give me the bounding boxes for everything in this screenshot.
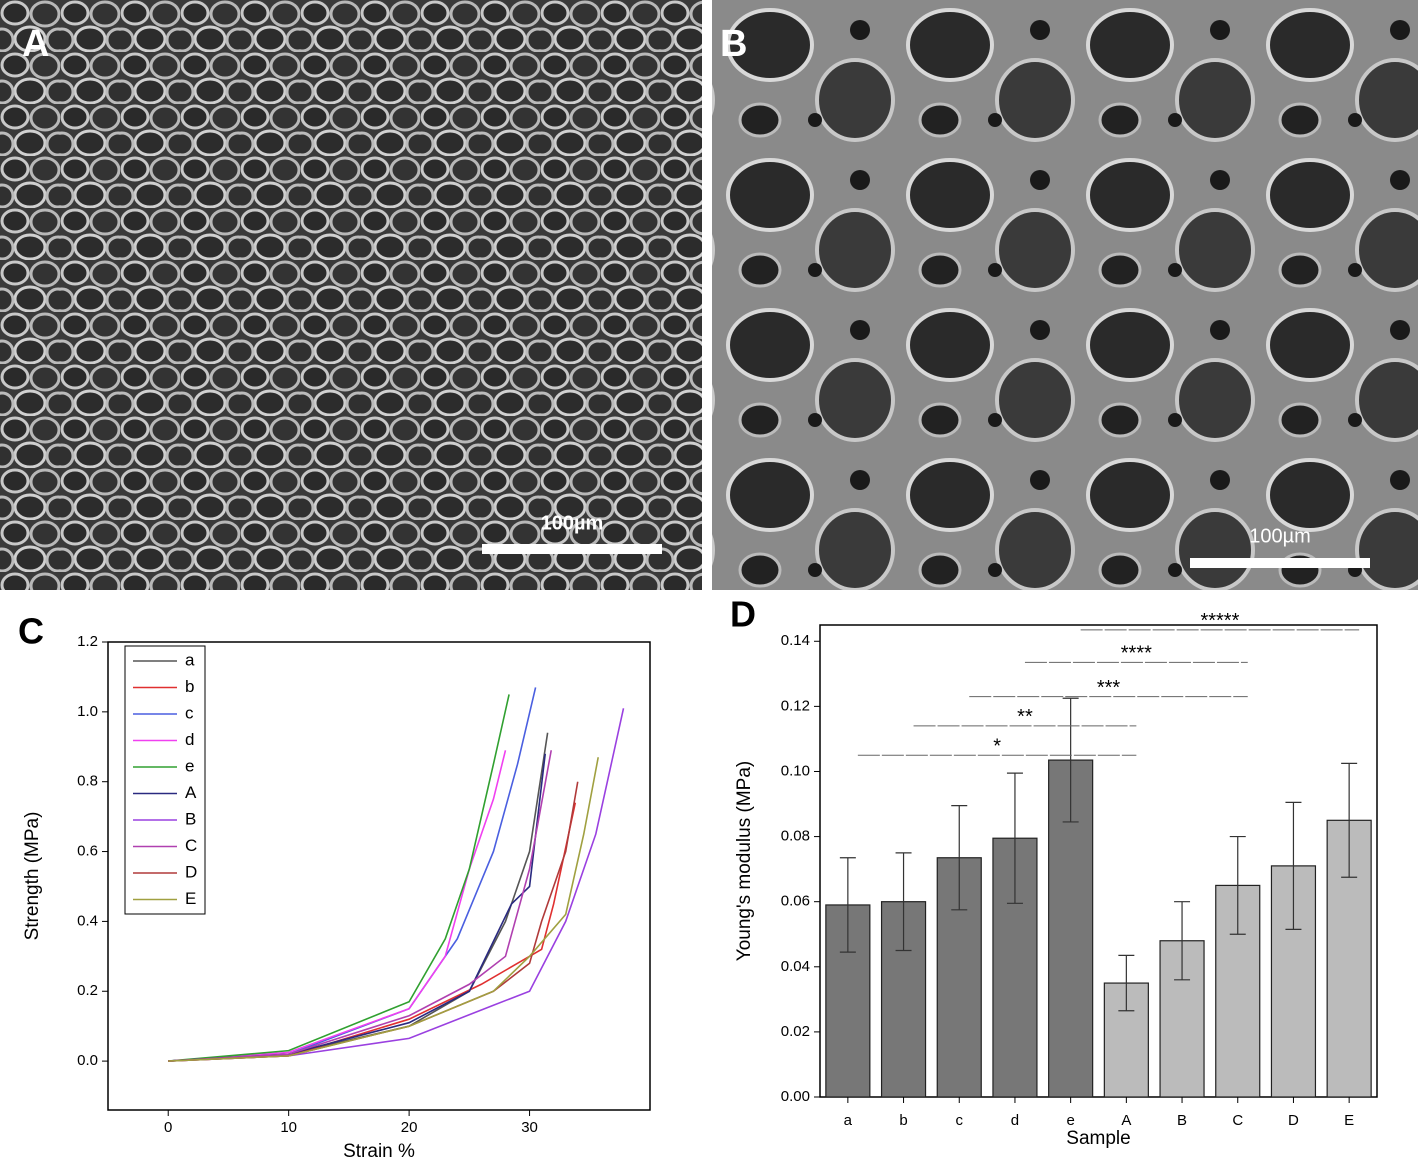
legend-label: C [185,836,197,855]
y-tick-label: 0.12 [781,697,810,714]
y-tick-label: 0.8 [77,773,98,790]
y-tick-label: 0.0 [77,1052,98,1069]
scale-bar [482,544,662,554]
error-bar [1174,901,1191,981]
y-tick-label: 0.06 [781,893,810,910]
sem-image-b [712,0,1418,590]
y-tick-label: 0.2 [77,982,98,999]
error-bar [1118,954,1135,1012]
line-series [168,802,577,1062]
y-tick-label: 0.00 [781,1088,810,1105]
x-axis-label: Sample [1066,1128,1130,1149]
error-bar [1006,772,1023,904]
x-tick-label: 10 [280,1119,297,1136]
line-series [168,732,549,1062]
legend-label: e [185,756,194,775]
legend-label: c [185,703,194,722]
error-bar [1062,697,1079,823]
y-tick-label: 0.4 [77,912,98,929]
line-series [168,757,599,1062]
scale-bar-label: 100µm [541,512,604,534]
error-bar [1285,801,1302,930]
y-tick-label: 0.02 [781,1023,810,1040]
x-tick-label: A [1121,1112,1131,1129]
significance-label: ***** [1200,610,1239,632]
x-tick-label: B [1177,1112,1187,1129]
sem-image-a [0,0,702,590]
x-tick-label: a [844,1112,853,1129]
panel-label: B [720,23,747,65]
plot-frame [107,641,651,1111]
legend-label: a [185,650,195,669]
x-tick-label: 0 [164,1119,172,1136]
legend-box [124,645,206,915]
panel-label: C [18,611,44,652]
x-tick-label: b [899,1112,907,1129]
scale-bar-label: 100µm [1249,525,1311,547]
error-bar [895,852,912,952]
error-bar [951,805,968,911]
significance-label: * [993,735,1001,757]
x-tick-label: d [1011,1112,1019,1129]
legend-label: E [185,889,196,908]
y-axis-label: Young's modulus (MPa) [734,761,755,961]
y-tick-label: 1.0 [77,703,98,720]
line-series [168,750,507,1062]
line-series [168,687,537,1062]
legend-label: d [185,730,194,749]
x-tick-label: C [1232,1112,1243,1129]
plot-frame [819,624,1378,1098]
y-tick-label: 0.6 [77,843,98,860]
legend-label: b [185,677,194,696]
y-tick-label: 0.10 [781,762,810,779]
error-bar [839,857,856,953]
y-tick-label: 1.2 [77,633,98,650]
x-tick-label: e [1066,1112,1074,1129]
significance-label: *** [1097,677,1121,699]
line-series [168,750,553,1062]
legend-label: A [185,783,197,802]
x-tick-label: 20 [401,1119,418,1136]
scale-bar [1190,558,1370,568]
y-tick-label: 0.04 [781,958,810,975]
y-tick-label: 0.14 [781,632,810,649]
legend-label: B [185,809,196,828]
line-series [168,694,510,1062]
significance-label: **** [1121,643,1152,665]
y-tick-label: 0.08 [781,828,810,845]
y-axis-label: Strength (MPa) [22,812,43,941]
line-series [168,753,547,1062]
x-tick-label: E [1344,1112,1354,1129]
panel-label: A [22,23,49,65]
legend-label: D [185,862,197,881]
line-series [168,708,625,1062]
line-series [168,781,579,1062]
significance-label: ** [1017,706,1033,728]
panel-label: D [730,594,756,635]
x-axis-label: Strain % [343,1141,415,1162]
x-tick-label: 30 [521,1119,538,1136]
error-bar [1229,835,1246,935]
error-bar [1341,762,1358,878]
x-tick-label: c [956,1112,964,1129]
x-tick-label: D [1288,1112,1299,1129]
